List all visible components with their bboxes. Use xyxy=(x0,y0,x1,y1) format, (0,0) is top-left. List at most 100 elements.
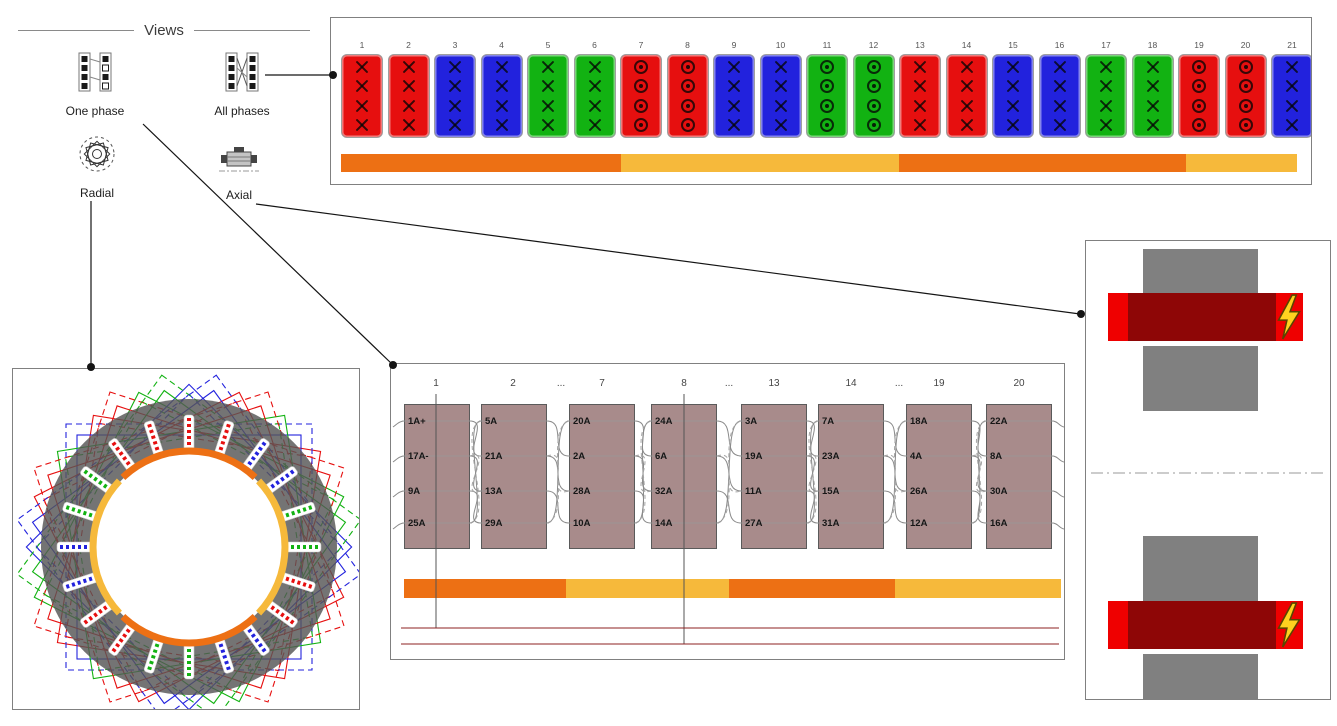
current-in-symbol xyxy=(1146,60,1160,74)
winding-slot xyxy=(387,54,430,138)
current-in-symbol xyxy=(541,60,555,74)
winding-slot xyxy=(1085,54,1127,138)
current-in-symbol xyxy=(1146,118,1160,132)
current-in-symbol xyxy=(588,60,602,74)
current-in-symbol xyxy=(402,118,416,132)
current-in-symbol xyxy=(1006,79,1020,93)
slot-header: 8 xyxy=(681,378,687,389)
lead-stub xyxy=(1051,420,1064,428)
coil-side-label: 15A xyxy=(822,486,840,497)
current-in-symbol xyxy=(1006,60,1020,74)
current-out-symbol xyxy=(680,60,695,75)
current-in-symbol xyxy=(1285,99,1299,113)
current-out-symbol xyxy=(820,98,834,113)
pole-segment xyxy=(894,579,1061,598)
current-out-symbol xyxy=(680,98,695,113)
slot-number: 16 xyxy=(1054,40,1065,50)
coil-side-label: 9A xyxy=(408,486,421,497)
view-option-axial[interactable]: Axial xyxy=(194,140,284,202)
current-in-symbol xyxy=(1053,60,1067,74)
winding-slot-box xyxy=(481,404,547,549)
current-in-symbol xyxy=(1099,79,1113,93)
winding-slot xyxy=(527,54,569,138)
coil-side-label: 16A xyxy=(990,518,1008,529)
winding-slot xyxy=(1224,54,1267,138)
coil-side-label: 10A xyxy=(573,518,591,529)
winding-connections xyxy=(392,394,1064,645)
rotor-bore xyxy=(94,452,284,642)
stator-slot xyxy=(56,541,94,553)
current-out-symbol xyxy=(1192,60,1206,75)
current-in-symbol xyxy=(541,99,555,113)
current-out-symbol xyxy=(634,60,648,75)
stator-core-block xyxy=(1143,249,1258,293)
current-out-symbol xyxy=(634,117,648,132)
current-in-symbol xyxy=(1053,79,1067,93)
slot-number: 18 xyxy=(1147,40,1158,50)
current-out-symbol xyxy=(820,79,834,94)
end-winding-line xyxy=(883,420,907,524)
pole-segment xyxy=(1186,154,1297,172)
end-winding-line xyxy=(469,420,482,457)
coil-side-label: 17A- xyxy=(408,451,429,462)
slot-number: 14 xyxy=(961,40,972,50)
current-out-symbol xyxy=(866,98,881,113)
winding-band xyxy=(1108,601,1303,649)
winding-slot xyxy=(341,54,383,138)
slot-header: 7 xyxy=(599,378,605,389)
current-in-symbol xyxy=(774,118,788,132)
current-in-symbol xyxy=(495,60,509,74)
lead-stub xyxy=(1051,455,1064,463)
current-in-symbol xyxy=(913,60,927,74)
current-in-symbol xyxy=(588,99,602,113)
axial-view-panel xyxy=(1085,240,1331,700)
lead-stub xyxy=(1051,490,1064,498)
view-option-one-phase[interactable]: One phase xyxy=(48,50,142,118)
view-option-label: All phases xyxy=(214,104,270,118)
coil-side-label: 14A xyxy=(655,518,673,529)
stator-core-block xyxy=(1143,346,1258,411)
coil-side-label: 25A xyxy=(408,518,426,529)
winding-slot xyxy=(1178,54,1220,138)
coil-side-label: 8A xyxy=(990,451,1003,462)
current-in-symbol xyxy=(448,60,462,74)
slot-header: ... xyxy=(894,378,904,389)
stator-slot xyxy=(183,642,195,680)
current-in-symbol xyxy=(1053,99,1067,113)
view-option-label: One phase xyxy=(65,104,125,118)
winding-slot xyxy=(480,54,523,138)
winding-slot xyxy=(1271,54,1311,138)
slot-number-row: 1 2 3 4 5 6 7 8 9 10 11 12 13 14 15 16 17 18 19 20 21 xyxy=(341,40,1311,52)
current-out-symbol xyxy=(1238,98,1253,113)
current-in-symbol xyxy=(727,60,741,74)
end-winding-line xyxy=(469,490,482,524)
winding-slot xyxy=(713,54,755,138)
coil-side-label: 1A+ xyxy=(408,416,426,427)
coil-side-label: 2A xyxy=(573,451,586,462)
end-winding-line xyxy=(546,490,570,524)
slot-number: 6 xyxy=(592,40,597,50)
slot-number: 13 xyxy=(915,40,925,50)
winding-slot xyxy=(1038,54,1081,138)
pole-indicator-bar xyxy=(404,579,1061,598)
current-in-symbol xyxy=(1146,79,1160,93)
pole-ring-segment xyxy=(120,614,258,647)
current-in-symbol xyxy=(727,99,741,113)
slot-number: 19 xyxy=(1194,40,1204,50)
slot-number: 8 xyxy=(685,40,690,50)
current-out-symbol xyxy=(866,79,881,94)
end-winding-line xyxy=(971,420,987,457)
coil-side-label: 24A xyxy=(655,416,673,427)
current-in-symbol xyxy=(495,79,509,93)
lightning-bolt-icon xyxy=(1277,602,1301,648)
winding-slot xyxy=(992,54,1034,138)
current-in-symbol xyxy=(588,79,602,93)
coil-side-label: 6A xyxy=(655,451,668,462)
end-winding-line-back xyxy=(634,420,652,524)
view-option-all-phases[interactable]: All phases xyxy=(194,50,290,118)
view-option-radial[interactable]: Radial xyxy=(52,132,142,200)
slot-number: 15 xyxy=(1008,40,1018,50)
view-option-label: Axial xyxy=(225,188,252,202)
current-in-symbol xyxy=(402,79,416,93)
current-out-symbol xyxy=(1192,117,1206,132)
